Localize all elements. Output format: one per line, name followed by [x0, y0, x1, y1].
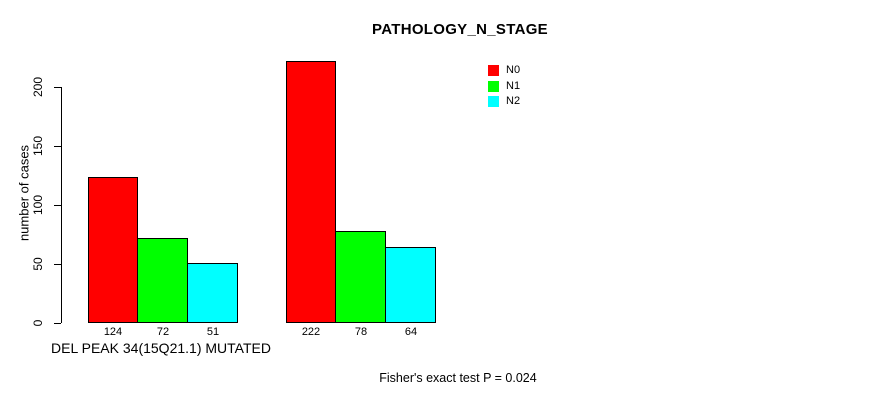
y-tick-label: 0 — [31, 319, 45, 327]
legend-label: N0 — [506, 64, 521, 76]
bar-value-label: 64 — [404, 326, 418, 338]
bar-n1-group2 — [336, 231, 386, 323]
y-axis-line — [61, 87, 62, 323]
bar-value-label: 78 — [354, 326, 368, 338]
y-tick-mark — [54, 145, 61, 147]
bar-n1-group1 — [138, 238, 188, 323]
y-axis-label: number of cases — [16, 144, 32, 242]
bar-n0-group1 — [88, 177, 138, 323]
y-tick-label: 150 — [31, 135, 45, 157]
legend: N0 N1 N2 — [488, 65, 520, 107]
y-tick-label: 100 — [31, 194, 45, 216]
y-tick-mark — [54, 322, 61, 324]
stat-annotation: Fisher's exact test P = 0.024 — [379, 371, 537, 385]
y-tick-mark — [54, 263, 61, 265]
chart-title: PATHOLOGY_N_STAGE — [372, 21, 548, 38]
legend-swatch-n0 — [488, 65, 499, 76]
bar-value-label: 72 — [156, 326, 170, 338]
legend-label: N2 — [506, 95, 521, 107]
y-tick-label: 200 — [31, 76, 45, 98]
legend-swatch-n1 — [488, 80, 499, 92]
legend-item-n2: N2 — [488, 96, 520, 107]
bar-value-label: 222 — [301, 326, 321, 338]
bar-value-label: 124 — [103, 326, 123, 338]
bar-n2-group1 — [188, 263, 238, 323]
y-tick-label: 50 — [31, 257, 45, 271]
bar-n0-group2 — [286, 61, 336, 323]
bar-n2-group2 — [386, 247, 436, 323]
bar-value-label: 51 — [206, 326, 220, 338]
legend-item-n0: N0 — [488, 65, 520, 76]
x-axis-label: DEL PEAK 34(15Q21.1) MUTATED — [51, 340, 271, 356]
legend-item-n1: N1 — [488, 79, 521, 92]
legend-label: N1 — [506, 79, 521, 92]
y-tick-mark — [54, 86, 61, 88]
y-tick-mark — [54, 204, 61, 206]
legend-swatch-n2 — [488, 96, 499, 107]
